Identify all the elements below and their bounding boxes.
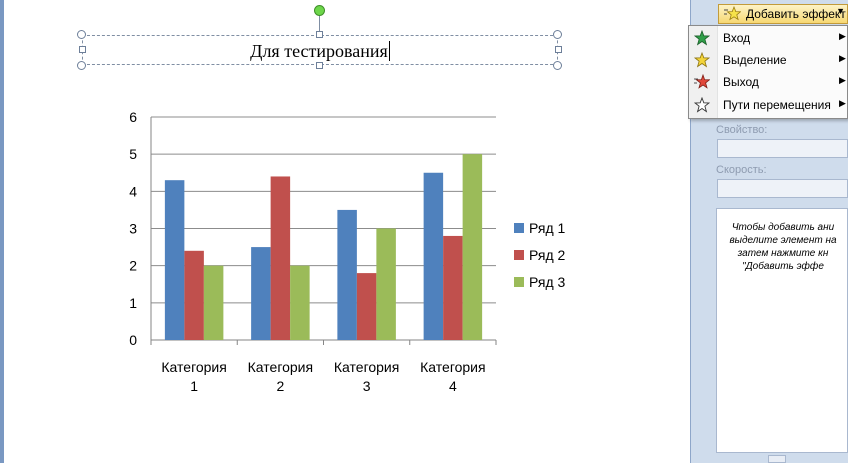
x-tick-label: Категория [420,359,485,375]
legend-swatch [514,223,524,233]
bar-2-2 [270,176,291,340]
y-tick-label: 0 [129,332,137,348]
resize-handle-top-left[interactable] [77,30,86,39]
resize-handle-top-right[interactable] [553,30,562,39]
bar-1-1 [164,180,185,340]
menu-item-emphasis[interactable]: Выделение ▶ [689,49,848,71]
resize-handle-right[interactable] [555,46,562,53]
bar-1-4 [423,172,444,340]
speed-field[interactable] [717,179,848,198]
bar-1-2 [251,247,271,340]
x-tick-label: Категория [248,359,313,375]
resize-handle-bottom-left[interactable] [77,61,86,70]
x-tick-label: 1 [190,378,198,394]
bar-2-3 [356,273,377,340]
add-effect-button[interactable]: Добавить эффект ▼ [718,4,848,24]
resize-handle-top[interactable] [316,31,323,38]
legend-swatch [514,277,524,287]
menu-item-label: Вход [723,31,751,45]
star-outline-icon [693,96,711,116]
menu-item-label: Выделение [723,53,787,67]
title-placeholder[interactable]: Для тестирования [82,35,558,65]
legend-swatch [514,250,524,260]
star-yellow-icon [693,51,711,71]
property-label: Свойство: [716,124,768,136]
bar-2-1 [184,250,204,340]
star-red-icon [694,73,711,93]
star-green-icon [693,29,711,49]
legend-label: Ряд 3 [529,274,566,290]
y-tick-label: 3 [129,221,137,237]
bar-3-4 [462,154,483,340]
text-caret [388,41,390,61]
dropdown-arrow-icon: ▼ [836,6,845,16]
x-tick-label: 3 [363,378,371,394]
resize-handle-bottom[interactable] [316,62,323,69]
slide-left-edge [0,0,4,463]
bar-3-1 [203,265,224,340]
y-tick-label: 4 [129,183,137,199]
y-tick-label: 5 [129,146,137,162]
bar-3-2 [290,265,310,340]
menu-item-exit[interactable]: Выход ▶ [689,71,848,93]
y-tick-label: 1 [129,295,137,311]
x-tick-label: 2 [276,378,284,394]
y-tick-label: 2 [129,258,137,274]
bar-chart[interactable]: 0 1 2 3 4 5 6 Категория 1 Категория 2 Категория 3 Кат… [110,100,590,400]
rotation-handle[interactable] [314,5,325,16]
y-tick-label: 6 [129,109,137,125]
add-effect-label: Добавить эффект [746,7,846,21]
animation-list-box[interactable]: Чтобы добавить ани выделите элемент на з… [716,208,848,453]
submenu-arrow-icon: ▶ [839,98,846,108]
menu-item-entrance[interactable]: Вход ▶ [689,27,848,49]
speed-label: Скорость: [716,164,767,176]
scrollbar-thumb[interactable] [768,455,786,463]
menu-item-motion-paths[interactable]: Пути перемещения ▶ [689,94,848,116]
legend-label: Ряд 2 [529,247,566,263]
x-tick-label: Категория [334,359,399,375]
rotation-connector [319,15,320,33]
bar-2-4 [443,235,463,340]
add-effect-star-icon [723,5,742,25]
legend-label: Ряд 1 [529,220,566,236]
submenu-arrow-icon: ▶ [839,75,846,85]
hint-text: Чтобы добавить ани выделите элемент на з… [729,222,837,272]
menu-item-label: Выход [723,75,759,89]
submenu-arrow-icon: ▶ [839,31,846,41]
add-effect-menu: Вход ▶ Выделение ▶ Выход ▶ Пути перемеще… [688,25,848,119]
property-field[interactable] [717,139,848,158]
title-text[interactable]: Для тестирования [83,41,557,62]
bar-1-3 [337,209,357,340]
bar-3-3 [376,228,396,340]
resize-handle-bottom-right[interactable] [553,61,562,70]
x-tick-label: Категория [161,359,226,375]
x-tick-label: 4 [449,378,457,394]
slide-canvas[interactable]: Для тестирования 0 1 2 3 4 5 6 Категория 1 Катего… [0,0,690,463]
menu-item-label: Пути перемещения [723,98,831,112]
title-text-content: Для тестирования [250,41,388,61]
submenu-arrow-icon: ▶ [839,53,846,63]
resize-handle-left[interactable] [79,46,86,53]
